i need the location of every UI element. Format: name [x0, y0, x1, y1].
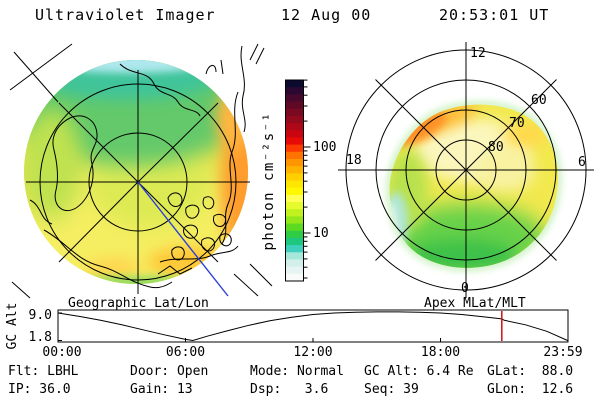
colorbar-units-label: photon cm⁻²s⁻¹ [261, 111, 277, 250]
mlat-60-label: 60 [531, 93, 547, 108]
mlt-6-label: 6 [578, 155, 586, 170]
date-label: 12 Aug 00 [281, 6, 372, 24]
gc-alt-curve [57, 311, 568, 342]
colorbar-tick-10-label: 10 [313, 226, 329, 241]
status-gcalt: GC Alt: 6.4 Re [364, 364, 474, 379]
geo-panel-caption: Geographic Lat/Lon [68, 296, 209, 311]
geographic-globe-image [9, 43, 273, 299]
xtick-1200: 12:00 [293, 345, 332, 360]
colorbar-tick-100-label: 100 [313, 140, 336, 155]
status-mode: Mode: Normal [250, 364, 344, 379]
geographic-grid [9, 43, 273, 299]
status-dsp: Dsp: 3.6 [250, 382, 329, 397]
status-gain: Gain: 13 [130, 382, 193, 397]
status-glon: GLon: 12.6 [487, 382, 574, 397]
mlat-70-label: 70 [509, 116, 525, 131]
status-flt: Flt: LBHL [8, 364, 79, 379]
gc-alt-strip-chart: Geographic Lat/Lon Apex MLat/MLT GC Alt … [5, 296, 583, 360]
xtick-1800: 18:00 [421, 345, 460, 360]
xtick-0600: 06:00 [166, 345, 205, 360]
time-label: 20:53:01 UT [439, 6, 550, 24]
apex-panel-caption: Apex MLat/MLT [424, 296, 526, 311]
ytick-bottom: 1.8 [29, 330, 52, 345]
colorbar: 100 10 photon cm⁻²s⁻¹ [261, 79, 336, 282]
apex-polar-image: 12 18 6 0 80 70 60 [338, 42, 594, 298]
apex-grid [338, 42, 594, 298]
status-seq: Seq: 39 [364, 382, 419, 397]
status-glat: GLat: 88.0 [487, 364, 574, 379]
xtick-2359: 23:59 [543, 345, 582, 360]
strip-ylabel: GC Alt [5, 303, 20, 350]
orbit-track-line [137, 181, 229, 297]
app-title: Ultraviolet Imager [35, 6, 216, 24]
colorbar-gradient [285, 80, 304, 282]
mlt-0-label: 0 [461, 281, 469, 296]
ytick-top: 9.0 [29, 308, 52, 323]
status-ip: IP: 36.0 [8, 382, 71, 397]
mlt-18-label: 18 [346, 153, 362, 168]
colorbar-ticks [303, 79, 311, 279]
status-door: Door: Open [130, 364, 209, 379]
coastlines [29, 43, 265, 289]
strip-axis-ticks [58, 312, 441, 342]
mlt-12-label: 12 [470, 46, 486, 61]
mlat-80-label: 80 [488, 140, 504, 155]
xtick-0000: 00:00 [42, 345, 81, 360]
